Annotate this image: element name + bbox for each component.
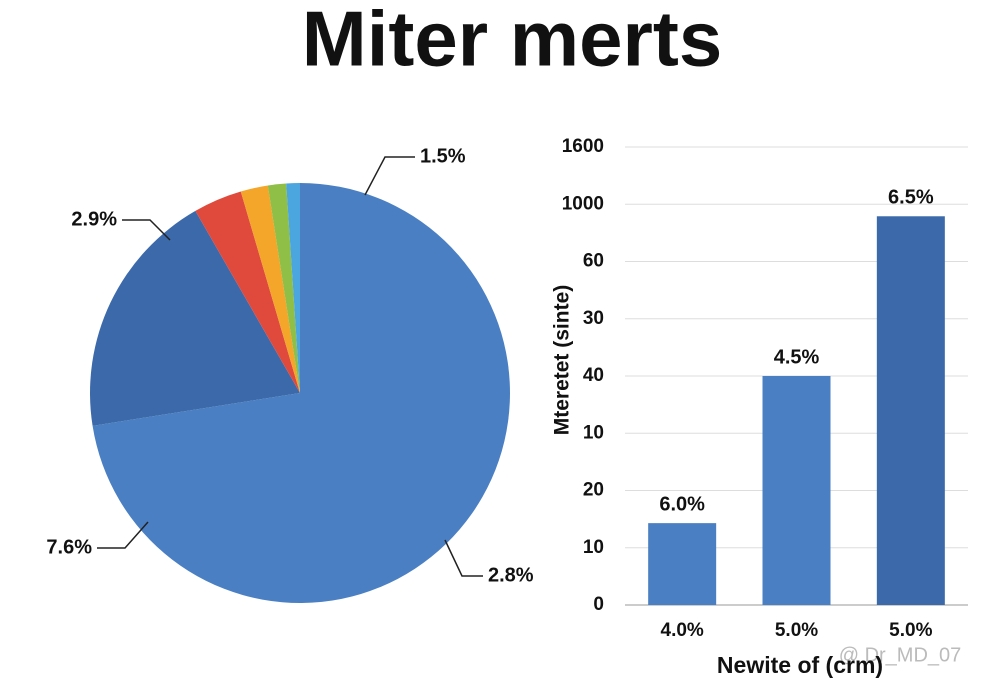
leader-line	[364, 156, 415, 196]
pie-label: 7.6%	[46, 536, 92, 558]
y-tick-label: 1000	[562, 193, 604, 214]
bar-label: 6.5%	[888, 187, 934, 209]
y-tick-label: 30	[583, 308, 604, 329]
bar	[648, 523, 717, 605]
bar-label: 6.0%	[659, 493, 705, 515]
x-axis-label: Newite of (crm)	[717, 652, 883, 678]
pie-slice	[240, 185, 300, 393]
x-tick-label: 5.0%	[775, 620, 818, 641]
y-tick-label: 40	[583, 365, 604, 386]
x-tick-label: 5.0%	[889, 620, 932, 641]
y-axis-label: Mteretet (sinte)	[551, 285, 574, 436]
pie-label: 1.5%	[420, 145, 466, 167]
y-tick-label: 20	[583, 480, 604, 501]
bar	[876, 216, 945, 605]
pie-label: 2.9%	[71, 208, 117, 230]
pie-slice	[286, 183, 300, 393]
pie-slice	[195, 191, 300, 393]
pie-label: 2.8%	[488, 564, 534, 586]
leader-line	[444, 539, 483, 577]
watermark: @ Dr_MD_07	[839, 644, 962, 666]
y-tick-label: 0	[593, 594, 604, 615]
pie-slice	[92, 183, 511, 603]
y-tick-label: 60	[583, 251, 604, 272]
pie-slice	[267, 183, 300, 393]
leader-line	[97, 521, 149, 549]
x-tick-label: 4.0%	[661, 620, 704, 641]
bar	[762, 376, 831, 605]
leader-line	[122, 219, 171, 241]
page-title: Miter merts	[302, 0, 722, 83]
y-tick-label: 10	[583, 422, 604, 443]
bar-label: 4.5%	[774, 346, 820, 368]
y-tick-label: 1600	[562, 136, 604, 157]
pie-slice	[89, 210, 300, 426]
y-tick-label: 10	[583, 537, 604, 558]
